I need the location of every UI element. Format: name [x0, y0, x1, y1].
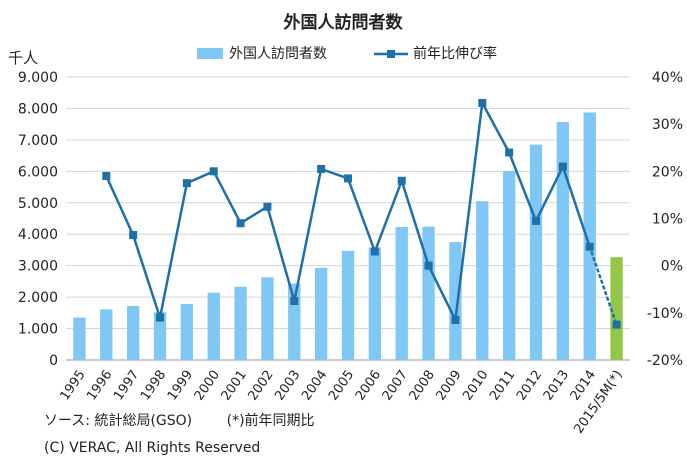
x-tick-label: 2002	[245, 368, 276, 404]
left-tick-label: 7.000	[18, 133, 58, 149]
line-series	[102, 98, 621, 329]
asterisk-note: (*)前年同期比	[226, 413, 315, 429]
bar	[207, 292, 220, 360]
x-tick-label: 2006	[353, 368, 384, 404]
legend-line-marker	[387, 50, 395, 58]
line-point	[370, 247, 379, 256]
bar	[556, 121, 570, 361]
line-point	[290, 297, 299, 306]
legend-bar-label: 外国人訪問者数	[229, 46, 327, 62]
line-point	[558, 162, 567, 171]
line-point	[182, 179, 191, 188]
left-tick-label: 6.000	[18, 164, 58, 180]
left-tick-label: 0	[49, 353, 58, 369]
growth-line-dotted	[588, 245, 618, 326]
x-tick-label: 2012	[514, 368, 545, 404]
left-axis-ticks: 0 1.000 2.000 3.000 4.000 5.000 6.000 7.000 8.00…	[18, 70, 58, 369]
line-point	[317, 164, 326, 173]
right-tick-label: 0%	[661, 259, 683, 275]
x-tick-label: 2007	[380, 368, 411, 404]
x-tick-label: 2013	[541, 368, 572, 404]
x-tick-label: 1997	[111, 368, 142, 404]
right-tick-label: 30%	[652, 117, 683, 133]
x-tick-label: 2005	[326, 368, 357, 404]
bar	[583, 112, 596, 360]
x-tick-label: 1998	[138, 368, 169, 404]
x-tick-label: 2000	[192, 368, 223, 404]
right-tick-label: 40%	[652, 70, 683, 86]
x-tick-label: 2010	[460, 368, 491, 404]
line-point	[263, 202, 272, 211]
x-tick-label: 2001	[219, 368, 250, 404]
line-point	[344, 174, 352, 183]
left-tick-label: 2.000	[18, 290, 58, 306]
right-axis-ticks: -20% -10% 0% 10% 20% 30% 40%	[647, 70, 683, 369]
legend-bar-swatch	[197, 48, 223, 59]
line-point	[478, 98, 487, 107]
copyright: (C) VERAC, All Rights Reserved	[44, 440, 261, 456]
x-tick-label: 2009	[433, 368, 464, 404]
x-tick-label: 2008	[407, 368, 438, 404]
line-point	[585, 242, 594, 251]
line-point	[424, 261, 433, 270]
source-note: ソース: 統計総局(GSO) (*)前年同期比	[44, 410, 315, 430]
left-axis-unit: 千人	[8, 49, 38, 67]
bar	[368, 247, 382, 360]
x-tick-label: 2004	[299, 368, 330, 404]
bar	[100, 309, 113, 360]
bar	[341, 250, 355, 360]
left-tick-label: 3.000	[18, 259, 58, 275]
x-tick-label: 2003	[272, 368, 303, 404]
bar	[476, 201, 489, 360]
line-point	[156, 313, 164, 322]
bar	[73, 317, 86, 360]
bar	[234, 286, 247, 360]
bar	[314, 267, 328, 360]
bar-series	[73, 112, 623, 361]
right-tick-label: -20%	[647, 353, 683, 369]
line-point	[129, 231, 138, 240]
right-tick-label: 10%	[652, 212, 683, 228]
left-tick-label: 8.000	[18, 101, 58, 117]
right-tick-label: 20%	[652, 164, 683, 180]
bar	[529, 144, 543, 360]
x-tick-label: 1996	[84, 368, 115, 404]
chart-title: 外国人訪問者数	[284, 12, 404, 33]
bar	[610, 257, 623, 360]
line-point	[397, 176, 406, 185]
x-tick-label: 2011	[487, 368, 518, 404]
legend-line-label: 前年比伸び率	[413, 45, 497, 62]
x-tick-label: 1999	[165, 368, 196, 404]
left-tick-label: 4.000	[18, 227, 58, 243]
bar	[422, 226, 435, 360]
line-point	[102, 172, 111, 181]
bar	[180, 304, 194, 360]
x-tick-label: 1995	[57, 368, 88, 404]
line-point	[451, 315, 460, 324]
source-text: ソース: 統計総局(GSO)	[44, 413, 193, 429]
left-tick-label: 1.000	[18, 322, 58, 338]
bar	[126, 305, 140, 360]
line-point	[612, 320, 621, 329]
bar	[502, 171, 516, 360]
bar	[153, 312, 167, 360]
right-tick-label: -10%	[647, 306, 683, 322]
line-point	[505, 148, 514, 157]
line-point	[236, 219, 245, 228]
bar	[261, 277, 274, 360]
bar	[395, 226, 408, 360]
line-point	[532, 216, 540, 225]
line-point	[209, 167, 218, 176]
bar	[449, 242, 462, 360]
left-tick-label: 5.000	[18, 196, 58, 212]
left-tick-label: 9.000	[18, 70, 58, 86]
legend: 外国人訪問者数 前年比伸び率	[197, 45, 497, 62]
